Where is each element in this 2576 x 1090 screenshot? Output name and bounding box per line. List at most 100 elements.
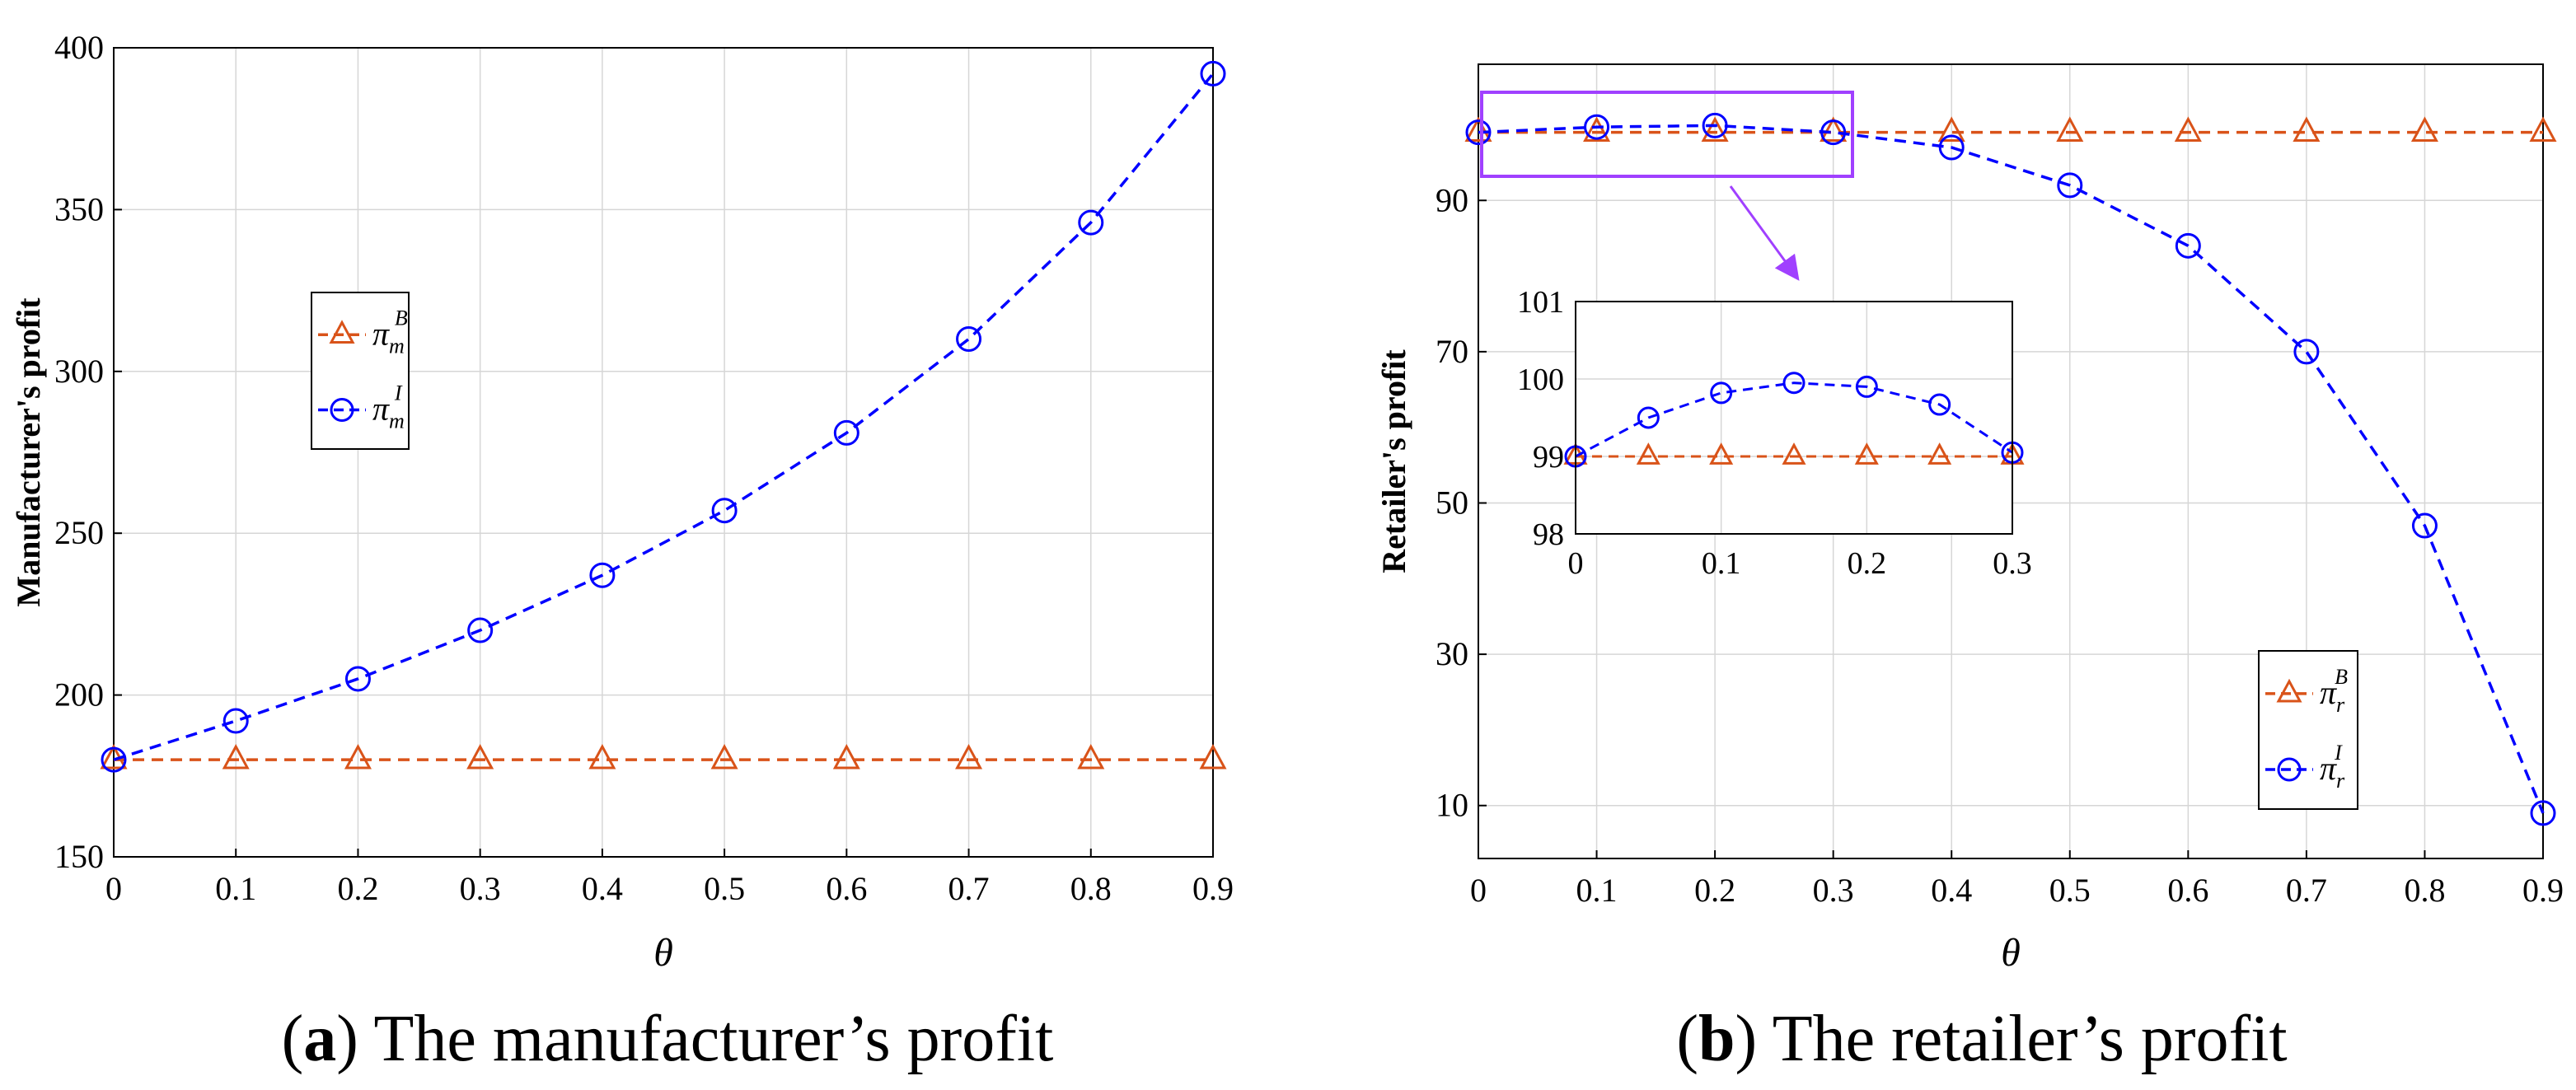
legend-box [2258,650,2358,810]
data-point-B [2056,116,2084,142]
y-tick-label: 70 [1436,333,1468,370]
inset-data-point-B [1636,442,1660,465]
legend-marker-I [2277,757,2302,782]
data-point-B [2293,116,2321,142]
data-point-I [1702,112,1728,138]
data-point-B [2410,116,2438,142]
x-tick-label: 0 [105,870,122,907]
data-point-B [1199,743,1227,770]
x-tick-label: 0.9 [1192,870,1234,907]
inset-data-point-I [1637,406,1660,429]
data-point-B [1820,116,1848,142]
x-tick-label: 0.8 [1070,870,1112,907]
panel-b-axes-box [1478,63,2544,859]
data-point-B [1937,116,1965,142]
inset-data-point-B [1709,442,1734,465]
x-tick-label: 0.2 [337,870,378,907]
data-point-B [955,743,983,770]
data-point-B [832,743,860,770]
legend-label-I: πmI [372,381,405,433]
series-line-I [1478,124,2545,814]
y-tick-label: 400 [54,29,104,66]
data-point-I [1938,134,1965,161]
data-point-I [222,708,249,734]
inset-data-point-I [1928,393,1951,416]
panel-b-zoom-arrow [1729,185,1800,281]
data-point-I [2411,512,2438,539]
legend-marker-B [2276,678,2302,703]
y-tick-label: 90 [1436,181,1468,218]
data-point-I [833,419,859,446]
panel-b-legend: πrB πrI [2258,650,2358,810]
x-tick-label: 0.7 [948,870,990,907]
panel-a-legend: πmB πmI [311,292,410,450]
legend-marker-B [329,320,355,344]
x-tick-label: 0.1 [1576,872,1618,909]
data-point-I [1200,60,1226,87]
panel-a-axes-box [113,47,1214,858]
y-tick-label: 300 [54,353,104,390]
data-point-B [1077,743,1105,770]
inset-y-tick-label: 100 [1517,363,1564,397]
data-point-I [344,666,371,692]
y-tick-label: 250 [54,514,104,551]
panel-a-caption-text: The manufacturer’s profit [374,1003,1054,1075]
data-point-I [1465,119,1492,146]
data-point-B [1701,116,1729,142]
panel-b-zoom-highlight-box [1480,91,1854,178]
inset-y-tick-label: 99 [1533,440,1564,475]
x-tick-label: 0.5 [2049,872,2091,909]
legend-label-B: πrB [2320,665,2348,717]
panel-a-y-label: Manufacturer's profit [10,297,47,607]
data-point-B [1464,116,1492,142]
inset-y-tick-label: 98 [1533,517,1564,552]
inset-x-tick-label: 0.1 [1702,546,1741,581]
x-tick-label: 0.4 [582,870,623,907]
data-point-B [2529,116,2557,142]
data-point-I [2057,172,2083,199]
inset-data-point-B [1854,442,1879,465]
panel-b-ticks: 0 0.1 0.2 0.3 0.4 0.5 0.6 0.7 0.8 0.9 10 30 50 70 90 [1436,181,2564,909]
panel-b-caption-text: The retailer’s profit [1773,1003,2288,1075]
inset-x-tick-label: 0.3 [1993,546,2032,581]
inset-x-tick-label: 0.2 [1848,546,1887,581]
data-point-B [344,743,372,770]
data-point-I [589,562,616,588]
panel-b-inset-ticks: 0 0.1 0.2 0.3 98 99 100 101 [1517,285,2032,581]
x-tick-label: 0.9 [2522,872,2564,909]
y-tick-label: 10 [1436,787,1468,824]
panel-b-x-label: θ [2001,931,2021,975]
y-tick-label: 200 [54,676,104,713]
panel-b-caption: (b) The retailer’s profit [1676,1003,2287,1075]
x-tick-label: 0.4 [1931,872,1972,909]
data-point-B [2174,116,2202,142]
panel-b-y-label: Retailer's profit [1375,349,1412,573]
data-point-I [2530,800,2556,826]
inset-y-tick-label: 101 [1517,285,1564,320]
data-point-B [1583,116,1611,142]
data-point-B [222,743,250,770]
data-point-B [588,743,616,770]
inset-x-tick-label: 0 [1568,546,1584,581]
data-point-I [1584,114,1610,140]
inset-data-point-B [1927,442,1952,465]
inset-series-line-I [1575,381,2013,458]
panel-a-ticks: 0 0.1 0.2 0.3 0.4 0.5 0.6 0.7 0.8 0.9 150 200 250 300… [54,29,1234,907]
panel-a-grid [113,47,1214,858]
data-point-I [101,746,127,773]
data-point-I [467,617,494,643]
legend-label-B: πmB [372,306,408,358]
x-tick-label: 0.3 [1813,872,1854,909]
x-tick-label: 0.2 [1694,872,1735,909]
y-tick-label: 350 [54,190,104,227]
data-point-I [711,498,738,524]
inset-data-point-I [1710,381,1733,405]
data-point-I [1820,119,1847,146]
panel-b-inset-background [1576,302,2012,534]
series-line-I [113,73,1215,761]
x-tick-label: 0.8 [2404,872,2445,909]
panel-a-caption: (a) The manufacturer’s profit [282,1003,1054,1075]
inset-data-point-I [1855,375,1878,398]
data-point-I [2175,232,2201,259]
